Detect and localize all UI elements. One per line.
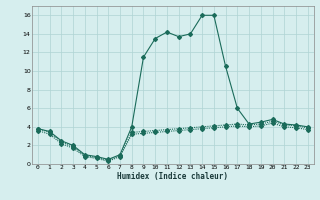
X-axis label: Humidex (Indice chaleur): Humidex (Indice chaleur) — [117, 172, 228, 181]
